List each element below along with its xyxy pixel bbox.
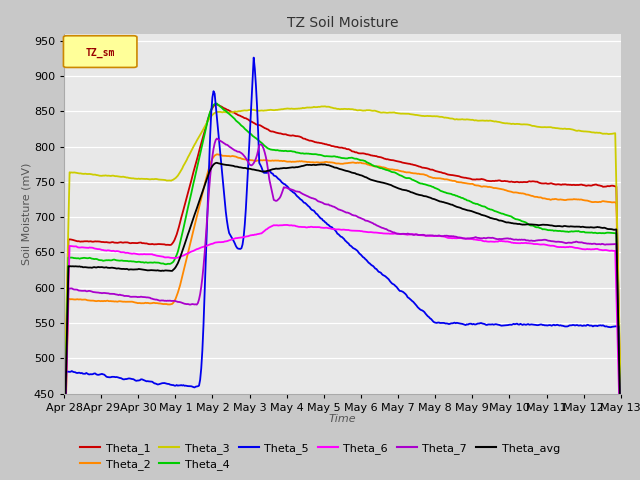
Theta_3: [518, 121, 525, 127]
Theta_6: [362, 229, 370, 235]
Theta_1: [60, 446, 68, 452]
Theta_avg: [329, 164, 337, 169]
Theta_5: [393, 284, 401, 290]
Theta_3: [326, 104, 333, 110]
Theta_7: [213, 136, 221, 142]
Theta_6: [329, 226, 337, 232]
Theta_7: [518, 237, 525, 242]
Theta_7: [362, 218, 370, 224]
Theta_7: [326, 203, 333, 208]
Theta_2: [362, 161, 370, 167]
Theta_2: [605, 199, 612, 205]
Theta_avg: [362, 174, 370, 180]
Theta_4: [60, 456, 68, 462]
Theta_5: [518, 322, 525, 327]
Theta_3: [605, 131, 612, 137]
X-axis label: Time: Time: [328, 414, 356, 424]
Theta_4: [362, 159, 370, 165]
Line: Theta_5: Theta_5: [64, 58, 621, 480]
Theta_avg: [605, 226, 612, 232]
Line: Theta_avg: Theta_avg: [64, 163, 621, 464]
Theta_avg: [213, 160, 221, 166]
Theta_4: [393, 170, 401, 176]
Theta_4: [213, 101, 221, 107]
Theta_6: [518, 240, 525, 246]
Theta_7: [605, 241, 612, 247]
Theta_1: [393, 158, 401, 164]
Line: Theta_2: Theta_2: [64, 154, 621, 480]
Theta_2: [518, 191, 525, 196]
Theta_6: [60, 455, 68, 460]
Theta_avg: [393, 185, 401, 191]
Theta_5: [326, 223, 333, 229]
Theta_4: [329, 154, 337, 159]
Theta_1: [213, 101, 221, 107]
Theta_avg: [617, 441, 625, 446]
Line: Theta_6: Theta_6: [64, 225, 621, 461]
Line: Theta_1: Theta_1: [64, 104, 621, 449]
Theta_1: [605, 183, 612, 189]
Theta_3: [362, 108, 370, 113]
Theta_7: [329, 204, 337, 209]
Theta_4: [326, 154, 333, 159]
Theta_5: [605, 324, 612, 330]
Theta_3: [321, 104, 329, 109]
Theta_6: [617, 458, 625, 464]
Theta_7: [617, 449, 625, 455]
Theta_2: [617, 425, 625, 431]
Theta_3: [617, 393, 625, 399]
Theta_1: [326, 142, 333, 148]
Theta_3: [60, 414, 68, 420]
Theta_5: [250, 55, 257, 60]
Line: Theta_7: Theta_7: [64, 139, 621, 476]
Theta_1: [362, 151, 370, 157]
Theta_2: [60, 479, 68, 480]
Theta_2: [326, 159, 333, 165]
Theta_5: [617, 477, 625, 480]
Theta_4: [617, 444, 625, 449]
Theta_2: [393, 167, 401, 173]
Line: Theta_4: Theta_4: [64, 104, 621, 459]
Line: Theta_3: Theta_3: [64, 107, 621, 417]
Theta_5: [329, 226, 337, 231]
Theta_3: [393, 110, 401, 116]
Theta_5: [362, 257, 370, 263]
Theta_6: [393, 231, 401, 237]
Theta_6: [281, 222, 289, 228]
Title: TZ Soil Moisture: TZ Soil Moisture: [287, 16, 398, 30]
Theta_2: [329, 160, 337, 166]
Theta_7: [393, 230, 401, 236]
Theta_avg: [326, 163, 333, 168]
Theta_4: [518, 218, 525, 224]
Legend: Theta_1, Theta_2, Theta_3, Theta_4, Theta_5, Theta_6, Theta_7, Theta_avg: Theta_1, Theta_2, Theta_3, Theta_4, Thet…: [76, 438, 564, 474]
Theta_avg: [60, 461, 68, 467]
Theta_1: [329, 143, 337, 149]
Y-axis label: Soil Moisture (mV): Soil Moisture (mV): [21, 162, 31, 265]
Theta_7: [60, 473, 68, 479]
Theta_6: [326, 226, 333, 231]
Theta_1: [617, 418, 625, 423]
Theta_1: [518, 180, 525, 185]
Theta_avg: [518, 222, 525, 228]
Theta_6: [605, 248, 612, 253]
Theta_4: [605, 230, 612, 236]
Theta_3: [329, 105, 337, 111]
Theta_2: [213, 151, 221, 157]
